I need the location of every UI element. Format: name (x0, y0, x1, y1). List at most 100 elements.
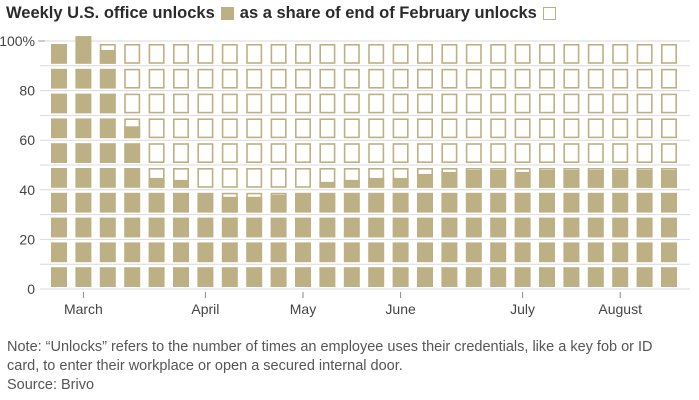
waffle-cell-empty (197, 143, 214, 164)
waffle-cell-filled (490, 242, 507, 263)
waffle-cell-filled (465, 267, 482, 287)
waffle-cell-filled (661, 217, 677, 238)
waffle-cell-filled (295, 217, 311, 238)
waffle-cell-partial-fill (319, 181, 336, 188)
waffle-cell-filled (173, 242, 189, 263)
waffle-cell-empty (343, 93, 360, 114)
waffle-cell-empty (270, 68, 287, 89)
waffle-cell-partial-fill (514, 171, 531, 188)
waffle-cell-filled (295, 242, 311, 263)
waffle-cell-filled (514, 192, 531, 213)
waffle-cell-empty (124, 68, 141, 89)
chart-source: Source: Brivo (7, 377, 95, 393)
waffle-cell-empty (173, 68, 190, 89)
waffle-cell-filled (246, 242, 263, 263)
waffle-cell-filled (539, 192, 555, 213)
waffle-cell-empty (441, 118, 458, 139)
waffle-cell-filled (636, 217, 653, 238)
waffle-cell-empty (343, 68, 360, 89)
waffle-cell-filled (612, 242, 629, 263)
waffle-cell-filled (148, 217, 165, 238)
waffle-cell-filled (99, 242, 116, 263)
waffle-cell-empty (294, 93, 311, 114)
chart-note: Note: “Unlocks” refers to the number of … (7, 339, 653, 374)
waffle-cell-partial-fill (490, 169, 507, 188)
waffle-cell-filled (343, 217, 360, 238)
waffle-cell-filled (514, 217, 531, 238)
waffle-cell-empty (612, 68, 629, 89)
waffle-cell-empty (392, 68, 409, 89)
y-tick-label: 80 (19, 83, 35, 99)
waffle-cell-filled (563, 217, 580, 238)
waffle-cell-empty (221, 143, 238, 164)
waffle-cell-filled (636, 192, 653, 213)
waffle-cell-empty (490, 43, 507, 64)
waffle-cell-empty (636, 68, 653, 89)
waffle-cell-empty (490, 118, 507, 139)
waffle-cell-filled (75, 93, 92, 114)
waffle-cell-filled (75, 267, 92, 287)
waffle-cell-empty (246, 93, 263, 114)
waffle-cell-empty (660, 143, 677, 164)
waffle-cell-empty (465, 68, 482, 89)
waffle-cell-filled (539, 217, 555, 238)
waffle-cell-empty (368, 93, 385, 114)
waffle-cell-empty (465, 118, 482, 139)
y-tick-label: 40 (19, 182, 35, 198)
waffle-cell-filled (465, 192, 482, 213)
waffle-cell-empty (612, 118, 629, 139)
waffle-cell-empty (514, 68, 531, 89)
waffle-cell-filled (490, 217, 507, 238)
waffle-cell-empty (246, 143, 263, 164)
waffle-cell-empty (441, 68, 458, 89)
waffle-cell-empty (246, 168, 263, 188)
waffle-cell-empty (173, 93, 190, 114)
waffle-cell-empty (124, 93, 141, 114)
waffle-cell-filled (75, 217, 92, 238)
waffle-cell-empty (636, 43, 653, 64)
waffle-cell-filled (148, 267, 165, 287)
waffle-cell-filled (636, 242, 653, 263)
waffle-cell-filled (148, 242, 165, 263)
waffle-cell-partial-fill (417, 173, 433, 188)
legend-empty-swatch (542, 7, 556, 20)
waffle-cell-filled (612, 192, 629, 213)
waffle-cell-filled (441, 192, 458, 213)
waffle-cell-filled (124, 168, 141, 188)
waffle-cell-empty (124, 43, 141, 64)
waffle-cell-filled (319, 192, 336, 213)
waffle-cell-empty (416, 143, 433, 164)
waffle-cell-empty (343, 43, 360, 64)
waffle-cell-filled (197, 267, 214, 287)
waffle-cell-filled (173, 217, 189, 238)
waffle-cell-filled (75, 192, 92, 213)
waffle-cell-filled (124, 267, 141, 287)
waffle-cell-filled (51, 93, 67, 114)
y-tick-label: 60 (19, 132, 35, 148)
waffle-cell-filled (587, 242, 604, 263)
chart-title: Weekly U.S. office unlocks as a share of… (6, 4, 562, 23)
waffle-cell-empty (660, 68, 677, 89)
waffle-cell-empty (636, 118, 653, 139)
waffle-cell-filled (636, 267, 653, 287)
waffle-cell-filled (417, 192, 433, 213)
waffle-cell-partial-fill (270, 194, 287, 213)
waffle-overflow (75, 36, 92, 44)
y-tick-label: 20 (19, 231, 35, 247)
waffle-cell-filled (197, 217, 214, 238)
waffle-cell-empty (538, 93, 555, 114)
waffle-cell-empty (173, 143, 190, 164)
waffle-cell-filled (612, 217, 629, 238)
waffle-cell-empty (246, 118, 263, 139)
waffle-cell-filled (51, 44, 67, 64)
waffle-cell-empty (660, 118, 677, 139)
waffle-cell-empty (270, 143, 287, 164)
waffle-cell-empty (538, 68, 555, 89)
waffle-cell-empty (368, 118, 385, 139)
waffle-cell-empty (343, 143, 360, 164)
waffle-cell-empty (294, 68, 311, 89)
waffle-cell-empty (441, 93, 458, 114)
waffle-cell-empty (246, 68, 263, 89)
waffle-cell-empty (563, 143, 580, 164)
